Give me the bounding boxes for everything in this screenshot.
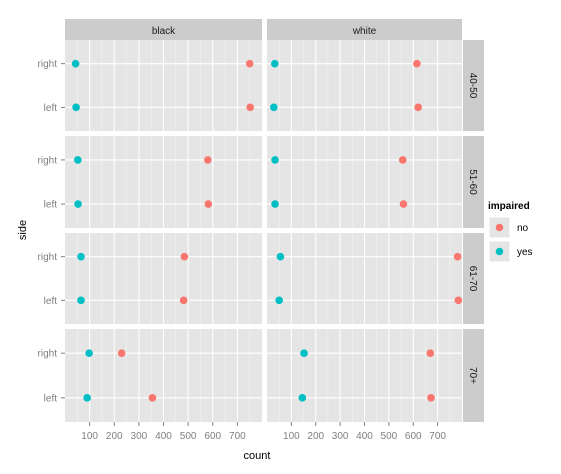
- panel-white-40-50: [267, 40, 462, 131]
- point-black-51-60-left-yes: [74, 200, 82, 208]
- panel-white-61-70: [267, 233, 462, 324]
- point-black-61-70-left-no: [179, 296, 188, 305]
- strip-label: 61-70: [467, 266, 478, 292]
- legend-title: impaired: [488, 201, 530, 212]
- x-tick-label: 700: [229, 431, 246, 442]
- point-black-40-50-left-yes: [72, 103, 80, 112]
- strip-background: [267, 19, 462, 40]
- x-tick-label: 600: [204, 431, 221, 442]
- point-white-51-60-left-no: [399, 200, 408, 208]
- point-black-51-60-right-yes: [74, 156, 82, 164]
- row-strips: 40-50 51-60 61-70 70+: [463, 40, 484, 422]
- x-tick-label: 200: [307, 431, 324, 442]
- strip-background: [463, 329, 484, 422]
- panel-black-51-60: [65, 136, 262, 228]
- point-black-70--right-no: [117, 349, 126, 357]
- panel-black-70-: [65, 329, 262, 422]
- y-tick-label: left: [44, 200, 58, 211]
- x-tick-label: 100: [283, 431, 300, 442]
- y-axis-title: side: [17, 220, 29, 240]
- point-black-70--right-yes: [85, 349, 93, 357]
- y-tick-label: right: [38, 155, 58, 166]
- x-tick-label: 700: [429, 431, 446, 442]
- legend-label-yes: yes: [517, 247, 533, 258]
- point-black-40-50-left-no: [246, 103, 254, 112]
- point-white-70--left-no: [427, 394, 435, 402]
- x-tick-label: 500: [180, 431, 197, 442]
- strip-background: [463, 136, 484, 228]
- legend: impaired no yes: [488, 201, 533, 263]
- point-black-51-60-right-no: [204, 156, 212, 164]
- legend-key-no: [495, 223, 504, 232]
- panels: [65, 40, 462, 422]
- column-strips: black white: [65, 19, 462, 40]
- x-tick-label: 500: [381, 431, 398, 442]
- y-tick-label: left: [44, 393, 58, 404]
- point-white-61-70-right-yes: [276, 252, 285, 261]
- point-white-40-50-right-yes: [271, 59, 279, 68]
- panel-black-40-50: [65, 40, 262, 131]
- legend-key-yes: [495, 247, 504, 256]
- strip-label: black: [152, 26, 176, 37]
- point-black-40-50-right-yes: [71, 59, 80, 68]
- point-black-61-70-right-yes: [77, 252, 85, 261]
- point-white-70--right-no: [426, 349, 435, 357]
- strip-label: 70+: [467, 367, 478, 384]
- y-tick-label: right: [38, 252, 58, 263]
- point-white-70--right-yes: [300, 349, 308, 357]
- x-tick-label: 600: [405, 431, 422, 442]
- point-white-51-60-left-yes: [271, 200, 279, 208]
- x-tick-label: 300: [131, 431, 148, 442]
- row-strip-51-60: 51-60: [463, 136, 484, 228]
- y-tick-label: right: [38, 349, 58, 360]
- x-tick-label: 200: [106, 431, 123, 442]
- y-tick-label: right: [38, 59, 58, 70]
- strip-label: 51-60: [467, 169, 478, 195]
- x-axis-title: count: [244, 450, 271, 462]
- point-black-70--left-no: [148, 394, 157, 402]
- point-white-61-70-left-yes: [275, 296, 283, 305]
- point-black-40-50-right-no: [245, 59, 254, 68]
- strip-background: [463, 233, 484, 324]
- x-axis: 100 200 300 400 500 600 700 100 200 300 400 500 600 7…: [81, 422, 446, 442]
- point-white-40-50-right-no: [413, 59, 421, 68]
- point-white-40-50-left-yes: [270, 103, 278, 112]
- point-white-51-60-right-no: [398, 156, 407, 164]
- strip-label: white: [352, 26, 377, 37]
- panel-black-61-70: [65, 233, 262, 324]
- strip-label: 40-50: [467, 73, 478, 99]
- point-white-51-60-right-yes: [271, 156, 279, 164]
- strip-background: [463, 40, 484, 131]
- panel-white-70-: [267, 329, 462, 422]
- row-strip-61-70: 61-70: [463, 233, 484, 324]
- legend-label-no: no: [517, 223, 529, 234]
- point-black-61-70-left-yes: [77, 296, 85, 305]
- point-black-51-60-left-no: [204, 200, 213, 208]
- column-strip-black: black: [65, 19, 262, 40]
- point-white-61-70-right-no: [453, 252, 462, 261]
- column-strip-white: white: [267, 19, 462, 40]
- point-white-61-70-left-no: [454, 296, 463, 305]
- x-tick-label: 300: [332, 431, 349, 442]
- point-black-70--left-yes: [83, 394, 91, 402]
- x-tick-label: 400: [356, 431, 373, 442]
- y-tick-label: left: [44, 296, 58, 307]
- y-tick-label: left: [44, 103, 58, 114]
- row-strip-70-: 70+: [463, 329, 484, 422]
- point-white-70--left-yes: [298, 394, 307, 402]
- y-axis: right left right left right left right left: [38, 59, 65, 404]
- data-points: [71, 59, 463, 402]
- x-tick-label: 400: [155, 431, 172, 442]
- panel-white-51-60: [267, 136, 462, 228]
- row-strip-40-50: 40-50: [463, 40, 484, 131]
- strip-background: [65, 19, 262, 40]
- x-tick-label: 100: [81, 431, 98, 442]
- point-white-40-50-left-no: [414, 103, 422, 112]
- point-black-61-70-right-no: [180, 252, 189, 261]
